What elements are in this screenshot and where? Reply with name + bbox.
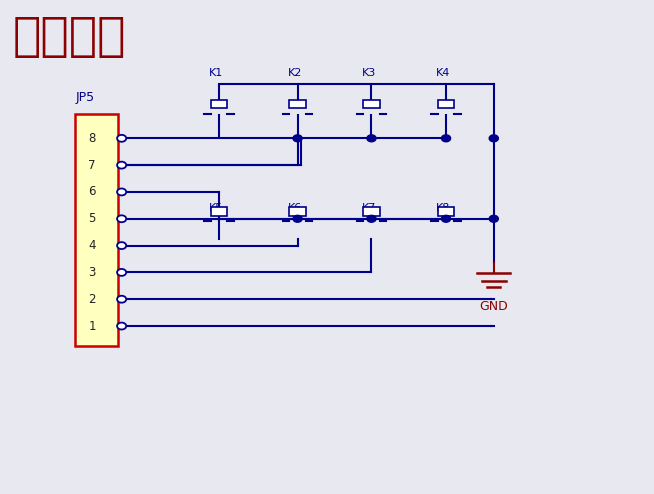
Circle shape [117, 269, 126, 276]
Bar [364, 100, 379, 109]
Text: 8: 8 [88, 132, 96, 145]
Text: 7: 7 [88, 159, 96, 171]
Text: 5: 5 [88, 212, 96, 225]
Text: 2: 2 [88, 293, 96, 306]
Text: K4: K4 [436, 68, 451, 78]
Text: 独立按键: 独立按键 [13, 15, 127, 60]
Text: 6: 6 [88, 185, 96, 199]
Bar [364, 207, 379, 216]
Circle shape [367, 135, 376, 142]
Text: K3: K3 [362, 68, 376, 78]
Circle shape [489, 215, 498, 222]
Circle shape [117, 135, 126, 142]
Circle shape [489, 135, 498, 142]
Bar [438, 207, 455, 216]
Bar [211, 207, 228, 216]
Circle shape [117, 242, 126, 249]
Circle shape [117, 323, 126, 329]
Bar [289, 100, 306, 109]
Bar [438, 100, 455, 109]
Circle shape [441, 215, 451, 222]
Circle shape [117, 296, 126, 303]
Bar [211, 100, 228, 109]
Text: K6: K6 [288, 203, 302, 213]
Circle shape [117, 162, 126, 168]
Text: K7: K7 [362, 203, 376, 213]
Text: K5: K5 [209, 203, 224, 213]
Text: K8: K8 [436, 203, 451, 213]
Circle shape [367, 215, 376, 222]
Text: K1: K1 [209, 68, 224, 78]
Circle shape [293, 215, 302, 222]
Text: 4: 4 [88, 239, 96, 252]
Bar [75, 114, 118, 346]
Text: JP5: JP5 [75, 91, 94, 104]
Circle shape [293, 135, 302, 142]
Text: 1: 1 [88, 320, 96, 332]
Circle shape [117, 215, 126, 222]
Circle shape [117, 189, 126, 196]
Text: 3: 3 [88, 266, 96, 279]
Bar [289, 207, 306, 216]
Text: GND: GND [479, 300, 508, 313]
Circle shape [441, 135, 451, 142]
Text: K2: K2 [288, 68, 302, 78]
